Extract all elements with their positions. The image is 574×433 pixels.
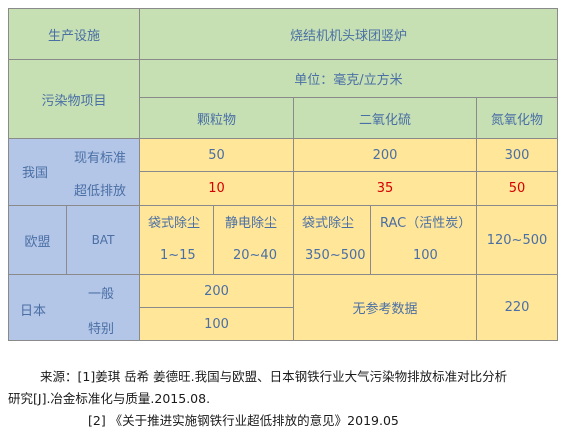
value: 无参考数据: [352, 302, 418, 317]
pollutant-label-cell: 污染物项目: [8, 59, 140, 139]
japan-special-pm: 100: [139, 307, 294, 341]
value: 50: [508, 181, 526, 196]
value: 200: [204, 283, 229, 299]
eu-value: 350~500: [305, 248, 366, 263]
value: 120~500: [486, 232, 548, 248]
china-region: 我国: [22, 166, 49, 181]
facility-name: 烧结机机头球团竖炉: [289, 28, 407, 44]
eu-rac-so2: [370, 205, 477, 275]
source-line-1: 来源：[1]姜琪 岳希 姜德旺.我国与欧盟、日本钢铁行业大气污染物排放标准对比分…: [40, 369, 508, 384]
value: 35: [376, 181, 394, 196]
pollutant-name: 二氧化硫: [358, 112, 411, 128]
facility-label-cell: 生产设施: [8, 8, 140, 60]
china-row-label-ultralow: 超低排放: [74, 184, 127, 199]
pollutant-name: 氮氧化物: [490, 112, 543, 128]
eu-bag-filter-pm: [139, 205, 214, 275]
source-line-2: 研究[J].冶金标准化与质量.2015.08.: [8, 391, 211, 406]
china-region-cell: [8, 138, 140, 206]
china-ultralow-so2: 35: [293, 171, 477, 206]
pollutant-so2: 二氧化硫: [293, 97, 477, 139]
value: 300: [504, 147, 530, 163]
japan-row-label-special: 特别: [88, 322, 115, 337]
eu-sub: BAT: [91, 233, 115, 247]
value: 10: [208, 181, 225, 196]
china-existing-nox: 300: [476, 138, 558, 172]
japan-row-label-general: 一般: [88, 287, 115, 302]
china-ultralow-pm: 10: [139, 171, 294, 206]
value: 200: [372, 147, 398, 163]
value: 50: [208, 147, 225, 163]
eu-method-label: RAC（活性炭）: [380, 216, 472, 231]
pollutant-name: 颗粒物: [196, 112, 236, 128]
eu-sub-cell: BAT: [66, 205, 140, 275]
eu-method-label: 袋式除尘: [148, 216, 201, 231]
japan-region: 日本: [20, 304, 47, 319]
china-ultralow-nox: 50: [476, 171, 558, 206]
china-existing-pm: 50: [139, 138, 294, 172]
japan-so2: 无参考数据: [293, 274, 477, 341]
pollutant-label: 污染物项目: [41, 93, 107, 109]
eu-region: 欧盟: [24, 234, 51, 250]
eu-method-label: 静电除尘: [225, 216, 278, 231]
japan-region-cell: [8, 274, 140, 341]
facility-name-cell: 烧结机机头球团竖炉: [139, 8, 558, 60]
pollutant-particulate: 颗粒物: [139, 97, 294, 139]
eu-region-cell: 欧盟: [8, 205, 67, 275]
source-line-3: [2] 《关于推进实施钢铁行业超低排放的意见》2019.05: [88, 413, 399, 428]
value: 100: [204, 316, 229, 332]
japan-nox: 220: [476, 274, 558, 341]
china-existing-so2: 200: [293, 138, 477, 172]
eu-value: 1~15: [160, 248, 196, 263]
eu-value: 20~40: [233, 248, 277, 263]
unit-cell: 单位：毫克/立方米: [139, 59, 558, 98]
eu-method-label: 袋式除尘: [302, 216, 355, 231]
facility-label: 生产设施: [47, 28, 100, 44]
value: 220: [504, 300, 530, 315]
pollutant-nox: 氮氧化物: [476, 97, 558, 139]
unit-label: 单位：毫克/立方米: [294, 73, 403, 88]
eu-nox: 120~500: [476, 205, 558, 275]
japan-general-pm: 200: [139, 274, 294, 308]
eu-value: 100: [413, 248, 438, 263]
china-row-label-existing: 现有标准: [74, 151, 127, 166]
